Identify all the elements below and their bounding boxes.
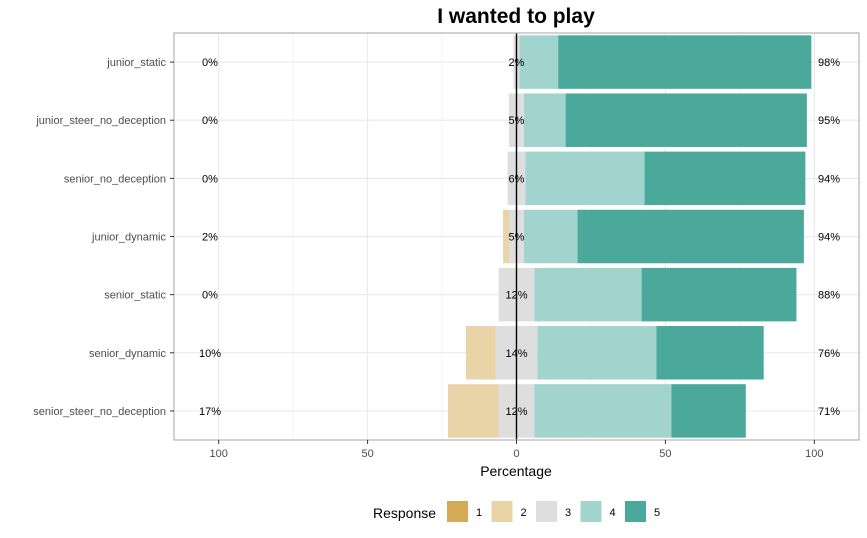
x-tick-label: 0 [513, 448, 519, 460]
legend-label-1: 1 [476, 507, 482, 519]
x-tick-label: 50 [659, 448, 671, 460]
right-percent-label: 98% [818, 57, 840, 69]
y-tick-label: senior_no_deception [64, 173, 166, 185]
legend-label-5: 5 [654, 507, 660, 519]
left-percent-label: 0% [202, 290, 218, 302]
center-percent-label: 6% [509, 173, 525, 185]
legend-label-4: 4 [610, 507, 616, 519]
legend-label-2: 2 [521, 507, 527, 519]
bar-segment-senior_no_deception-response-4 [525, 151, 645, 206]
legend: Response 1 2 3 4 5 [373, 501, 660, 522]
y-tick-label: junior_static [106, 57, 166, 69]
legend-title: Response [373, 505, 436, 521]
legend-swatch-3 [536, 501, 557, 522]
bar-segment-senior_steer_no_deception-response-4 [534, 384, 672, 438]
bar-segment-senior_static-response-4 [534, 267, 642, 322]
bar-segment-senior_static-response-5 [641, 267, 797, 322]
bar-segment-senior_steer_no_deception-response-2 [448, 384, 499, 438]
bar-segment-senior_dynamic-response-4 [537, 326, 657, 380]
legend-label-3: 3 [565, 507, 571, 519]
left-percent-label: 0% [202, 173, 218, 185]
legend-swatch-1 [447, 501, 468, 522]
center-percent-label: 14% [505, 348, 527, 360]
bar-segment-junior_steer_no_deception-response-4 [523, 93, 566, 147]
bar-segment-junior_steer_no_deception-response-5 [565, 93, 807, 147]
bar-segment-junior_static-response-4 [519, 35, 559, 89]
x-tick-label: 100 [209, 448, 227, 460]
y-tick-label: junior_dynamic [91, 232, 166, 244]
chart-title: I wanted to play [437, 5, 595, 28]
right-percent-label: 94% [818, 173, 840, 185]
right-percent-label: 88% [818, 290, 840, 302]
left-percent-label: 10% [199, 348, 221, 360]
value-labels: 0% 2% 98% 0% 5% 95% 0% 6% 94% 2% 5% 94% 0% 12% 88% 10% 1… [199, 57, 840, 418]
center-percent-label: 5% [509, 232, 525, 244]
legend-swatch-2 [491, 501, 513, 522]
bars [448, 35, 812, 438]
right-percent-label: 95% [818, 115, 840, 127]
right-percent-label: 94% [818, 232, 840, 244]
bar-segment-senior_dynamic-response-5 [656, 326, 764, 380]
right-percent-label: 76% [818, 348, 840, 360]
bar-segment-senior_no_deception-response-5 [644, 151, 806, 206]
y-tick-label: junior_steer_no_deception [35, 115, 166, 127]
x-axis-title: Percentage [480, 463, 552, 479]
bar-segment-junior_dynamic-response-5 [577, 209, 804, 264]
center-percent-label: 2% [509, 57, 525, 69]
right-percent-label: 71% [818, 406, 840, 418]
left-percent-label: 17% [199, 406, 221, 418]
bar-segment-senior_steer_no_deception-response-5 [671, 384, 746, 438]
y-tick-label: senior_steer_no_deception [33, 406, 166, 418]
axes: junior_static junior_steer_no_deceptionse… [33, 57, 823, 460]
y-tick-label: senior_static [104, 290, 166, 302]
center-percent-label: 12% [505, 406, 527, 418]
legend-swatch-4 [580, 501, 602, 522]
x-tick-label: 100 [805, 448, 823, 460]
center-percent-label: 5% [509, 115, 525, 127]
x-tick-label: 50 [361, 448, 373, 460]
legend-swatch-5 [625, 501, 646, 522]
bar-segment-senior_dynamic-response-2 [465, 326, 496, 380]
center-percent-label: 12% [505, 290, 527, 302]
left-percent-label: 0% [202, 115, 218, 127]
bar-segment-junior_static-response-5 [558, 35, 812, 89]
bar-segment-junior_dynamic-response-2 [503, 209, 510, 264]
y-tick-label: senior_dynamic [89, 348, 167, 360]
left-percent-label: 2% [202, 232, 218, 244]
bar-segment-junior_dynamic-response-4 [523, 209, 578, 264]
left-percent-label: 0% [202, 57, 218, 69]
